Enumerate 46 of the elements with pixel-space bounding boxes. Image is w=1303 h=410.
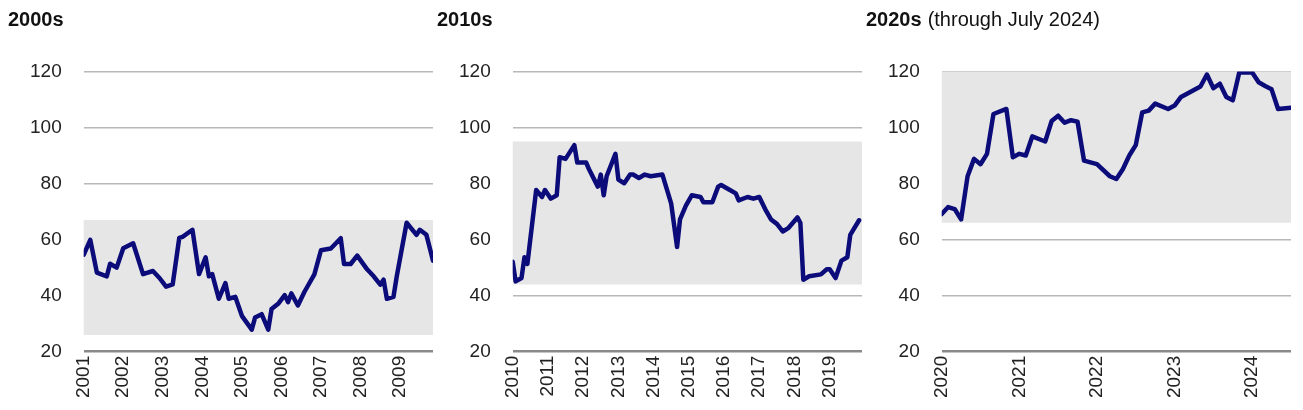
y-tick-label: 20	[898, 339, 920, 361]
x-tick-label: 2022	[1085, 355, 1107, 399]
x-tick-label: 2008	[348, 355, 370, 399]
x-tick-label: 2019	[817, 355, 839, 399]
y-tick-label: 120	[30, 59, 62, 81]
chart-title: 2000s	[8, 8, 64, 30]
chart-subtitle: (through July 2024)	[927, 8, 1100, 30]
chart-title: 2010s	[437, 8, 493, 30]
y-tick-label: 20	[469, 339, 491, 361]
y-tick-label: 40	[469, 283, 491, 305]
x-tick-label: 2003	[151, 355, 173, 399]
y-tick-label: 40	[898, 283, 920, 305]
x-tick-label: 2012	[571, 355, 593, 399]
y-tick-label: 100	[888, 115, 920, 137]
x-tick-label: 2010	[500, 355, 522, 399]
chart-title: 2020s	[866, 8, 922, 30]
x-tick-label: 2015	[677, 355, 699, 399]
x-tick-label: 2006	[269, 355, 291, 399]
x-tick-label: 2013	[606, 355, 628, 399]
x-tick-label: 2016	[712, 355, 734, 399]
y-tick-label: 20	[40, 339, 62, 361]
x-tick-label: 2007	[309, 355, 331, 399]
x-tick-label: 2020	[929, 355, 951, 399]
x-tick-label: 2011	[536, 355, 558, 397]
x-tick-label: 2023	[1162, 355, 1184, 399]
x-tick-label: 2005	[230, 355, 252, 399]
x-tick-label: 2018	[782, 355, 804, 399]
x-tick-label: 2017	[747, 355, 769, 399]
y-tick-label: 120	[459, 59, 491, 81]
x-tick-label: 2009	[388, 355, 410, 399]
x-tick-label: 2024	[1240, 355, 1262, 399]
y-tick-label: 80	[40, 171, 62, 193]
y-tick-label: 100	[459, 115, 491, 137]
y-tick-label: 80	[898, 171, 920, 193]
x-tick-label: 2002	[111, 355, 133, 399]
x-tick-label: 2014	[641, 355, 663, 399]
y-tick-label: 60	[40, 227, 62, 249]
y-tick-label: 80	[469, 171, 491, 193]
x-tick-label: 2001	[71, 355, 93, 399]
x-tick-label: 2021	[1007, 355, 1029, 399]
y-tick-label: 40	[40, 283, 62, 305]
y-tick-label: 60	[469, 227, 491, 249]
y-tick-label: 120	[888, 59, 920, 81]
x-tick-label: 2004	[190, 355, 212, 399]
y-tick-label: 60	[898, 227, 920, 249]
y-tick-label: 100	[30, 115, 62, 137]
